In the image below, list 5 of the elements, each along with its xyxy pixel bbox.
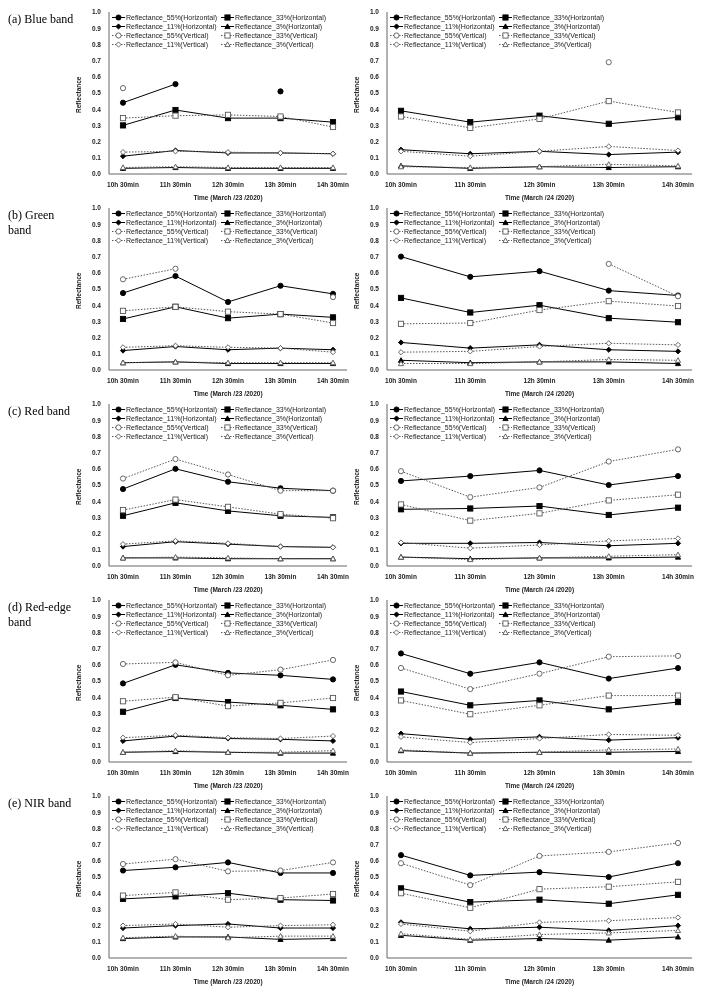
text: (d) Red-edge band [8,599,72,631]
chart-title: (a) Blue band [8,11,75,28]
chart-title: (e) NIR band [8,795,73,812]
chart-title: (c) Red band [8,403,71,420]
text: (b) Green band [8,207,56,239]
